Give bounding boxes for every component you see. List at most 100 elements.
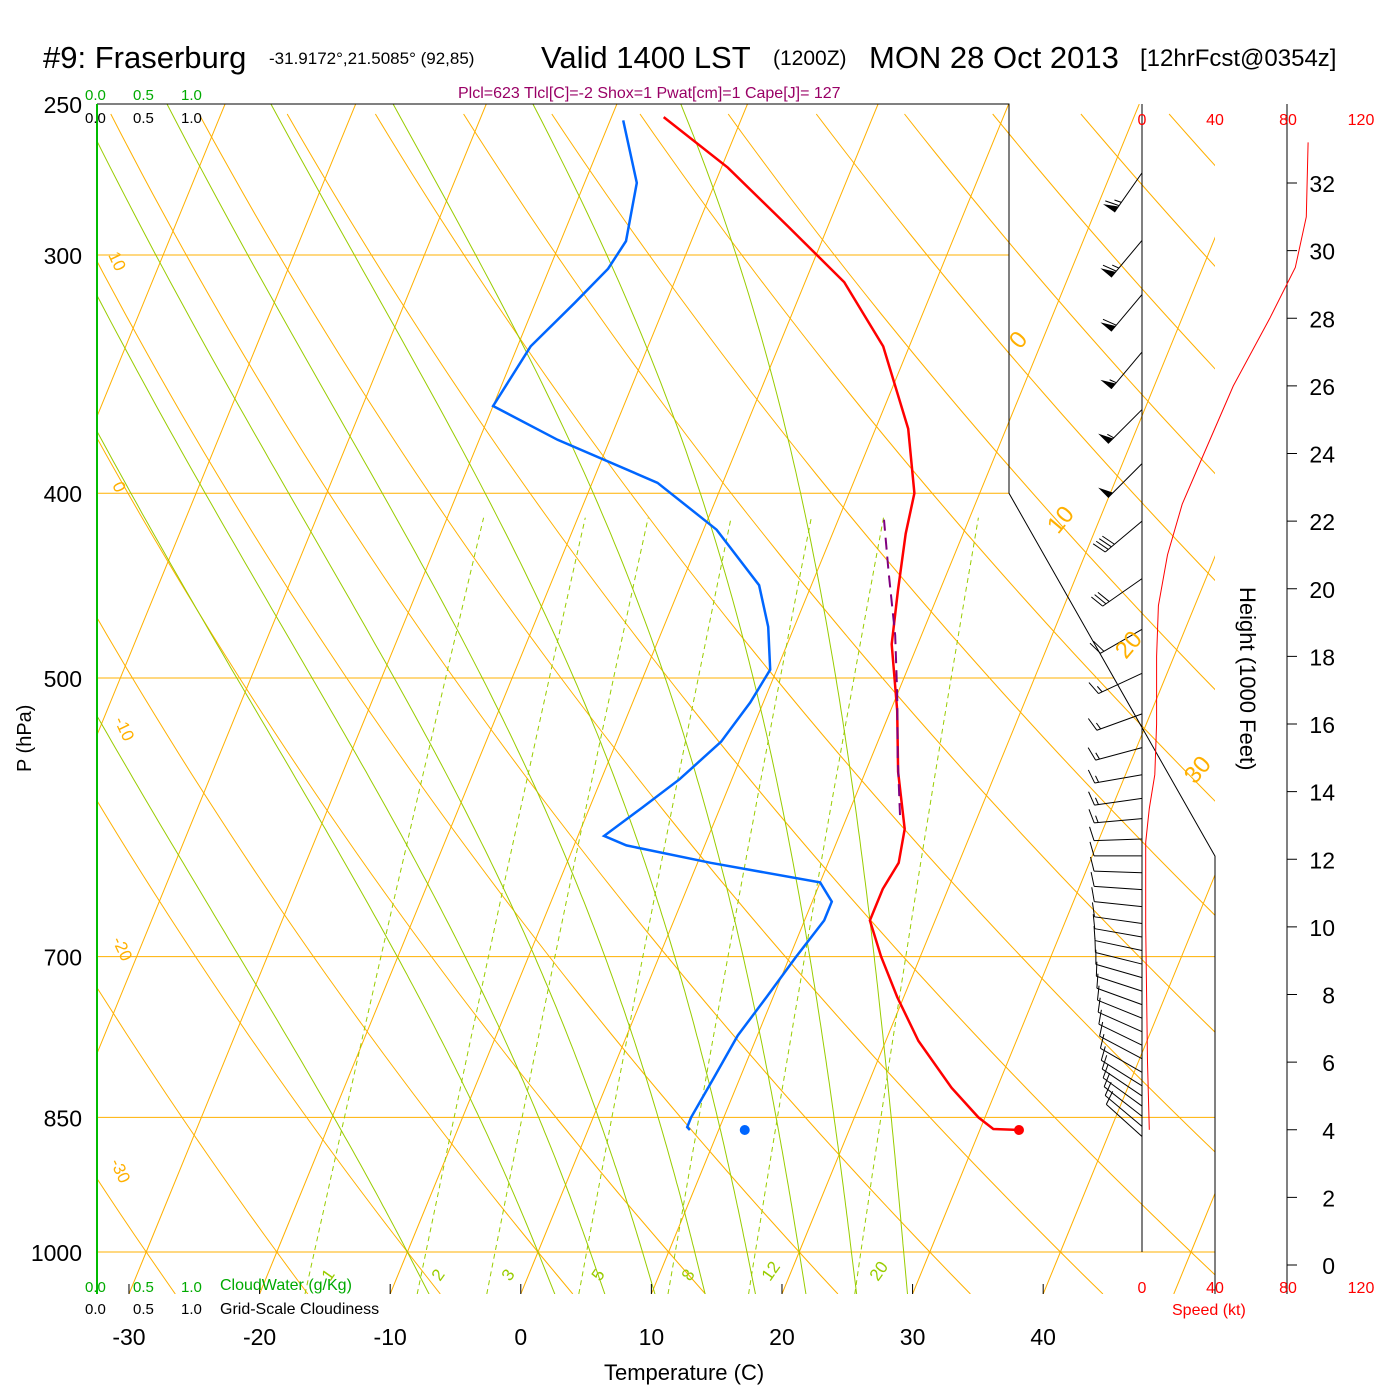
wind-barb-feather	[1105, 1091, 1114, 1105]
isotherm	[97, 104, 357, 737]
wind-barb	[1099, 1034, 1143, 1073]
wind-barb-half	[1095, 752, 1100, 760]
plot-border	[97, 103, 1216, 1294]
wind-barb	[1089, 826, 1143, 842]
dry-adiabat-label: -20	[108, 934, 136, 964]
top-cloudiness-1: 1.0	[181, 110, 202, 127]
wind-barb	[1103, 1072, 1143, 1117]
mixing-ratio-label: 3	[498, 1266, 519, 1285]
y-tick-label: 400	[44, 481, 82, 507]
wind-barb-half	[1114, 199, 1122, 203]
wind-barb-flag	[1098, 433, 1114, 444]
bottom-cloudwater-0: 0.0	[85, 1279, 106, 1296]
mixing-ratio-line	[748, 517, 884, 1294]
x-tick-label: -10	[374, 1324, 407, 1350]
height-tick-label: 30	[1309, 239, 1335, 265]
moist-adiabat	[392, 104, 807, 1294]
utc-time: (1200Z)	[773, 47, 847, 70]
bottom-cloudwater-1: 1.0	[181, 1279, 202, 1296]
isotherm-ext	[1042, 1251, 1061, 1294]
moist-adiabat	[97, 715, 430, 1294]
wind-barb-shaft	[1104, 1095, 1143, 1127]
wind-barb-half	[1107, 433, 1114, 439]
cloudiness-label: Grid-Scale Cloudiness	[220, 1301, 379, 1318]
dry-adiabat-label: -10	[110, 714, 138, 744]
wind-speed-profile	[1145, 142, 1309, 1130]
isotherm	[276, 104, 748, 1253]
top-cloudiness-05: 0.5	[133, 110, 154, 127]
wind-barb	[1088, 672, 1143, 695]
dry-adiabat	[374, 113, 1215, 1153]
wind-barb-shaft	[1095, 951, 1143, 965]
wind-barb-feather	[1105, 200, 1120, 207]
moist-adiabat	[97, 139, 656, 1294]
moist-adiabat	[680, 104, 908, 1294]
wind-barb-feather	[1087, 769, 1096, 784]
dry-adiabat-label: 30	[1179, 751, 1217, 789]
dry-adiabat-label: 10	[104, 249, 129, 274]
wind-barb-shaft	[1104, 520, 1143, 553]
wind-barb-shaft	[1107, 463, 1143, 498]
wind-barb	[1098, 409, 1143, 444]
wind-barb-shaft	[1107, 409, 1143, 444]
speed-tick-label-top: 0	[1138, 112, 1147, 129]
wind-barb-shaft	[1096, 975, 1143, 992]
wind-barb-feather	[1096, 973, 1099, 989]
speed-axis-title: Speed (kt)	[1172, 1302, 1246, 1319]
isotherm-ext	[259, 1251, 278, 1294]
height-tick-label: 8	[1322, 983, 1335, 1009]
wind-barb-feather	[1096, 985, 1100, 1001]
x-tick-label: 20	[769, 1324, 795, 1350]
wind-barb-feather	[1100, 1046, 1106, 1061]
wind-barb-half	[1096, 686, 1103, 693]
wind-barb-feather	[1102, 535, 1115, 545]
isotherm-ext	[1173, 1251, 1192, 1294]
dry-adiabat	[463, 113, 1215, 1033]
wind-barb-shaft	[1110, 240, 1143, 278]
wind-barb-feather	[1098, 1009, 1102, 1025]
wind-barb-shaft	[1100, 1047, 1143, 1073]
wind-barb-shaft	[1114, 172, 1143, 213]
wind-barb-shaft	[1094, 928, 1143, 938]
height-axis-title: Height (1000 Feet)	[1235, 587, 1260, 770]
isotherm	[1190, 1192, 1215, 1253]
dry-adiabat	[97, 799, 441, 1294]
wind-barb-feather	[1097, 997, 1101, 1013]
wind-barb	[1100, 240, 1143, 278]
wind-barb-shaft	[1098, 672, 1143, 695]
wind-barb-feather	[1087, 718, 1098, 731]
dry-adiabat-label: -30	[106, 1156, 134, 1186]
wind-barb-feather	[1089, 642, 1101, 654]
wind-barb-shaft	[1094, 901, 1143, 908]
isotherm-ext	[781, 1251, 800, 1294]
isotherm-ext	[389, 1251, 408, 1294]
valid-time: Valid 1400 LST	[541, 40, 751, 75]
wind-barb	[1096, 973, 1143, 1006]
dry-adiabat	[815, 113, 1215, 582]
wind-barb-shaft	[1094, 870, 1143, 874]
dry-adiabat-label: 10	[1042, 501, 1080, 539]
top-cloudwater-1: 1.0	[181, 87, 202, 104]
speed-tick-label-bottom: 0	[1138, 1280, 1147, 1297]
sounding-params: Plcl=623 Tlcl[C]=-2 Shox=1 Pwat[cm]=1 Ca…	[458, 85, 841, 102]
dry-adiabat	[1346, 114, 1400, 1294]
moist-adiabat	[97, 294, 606, 1294]
wind-barb-shaft	[1110, 351, 1143, 390]
height-tick-label: 32	[1309, 171, 1335, 197]
top-cloudwater-05: 0.5	[133, 87, 154, 104]
moist-adiabat	[532, 104, 858, 1294]
wind-barb-feather	[1089, 841, 1095, 857]
x-axis-title: Temperature (C)	[604, 1360, 764, 1385]
wind-barb	[1101, 1055, 1143, 1097]
dry-adiabat	[0, 114, 43, 1294]
wind-barb-feather	[1099, 538, 1112, 548]
wind-barb-half	[1112, 264, 1120, 269]
height-tick-label: 6	[1322, 1050, 1335, 1076]
wind-barb-feather	[1088, 791, 1095, 806]
wind-barb-shaft	[1094, 797, 1143, 806]
y-tick-label: 250	[44, 92, 82, 118]
wind-barb-shaft	[1096, 987, 1143, 1006]
wind-barb-shaft	[1099, 1035, 1143, 1060]
y-axis-title: P (hPa)	[14, 705, 36, 772]
wind-barb	[1094, 937, 1143, 965]
